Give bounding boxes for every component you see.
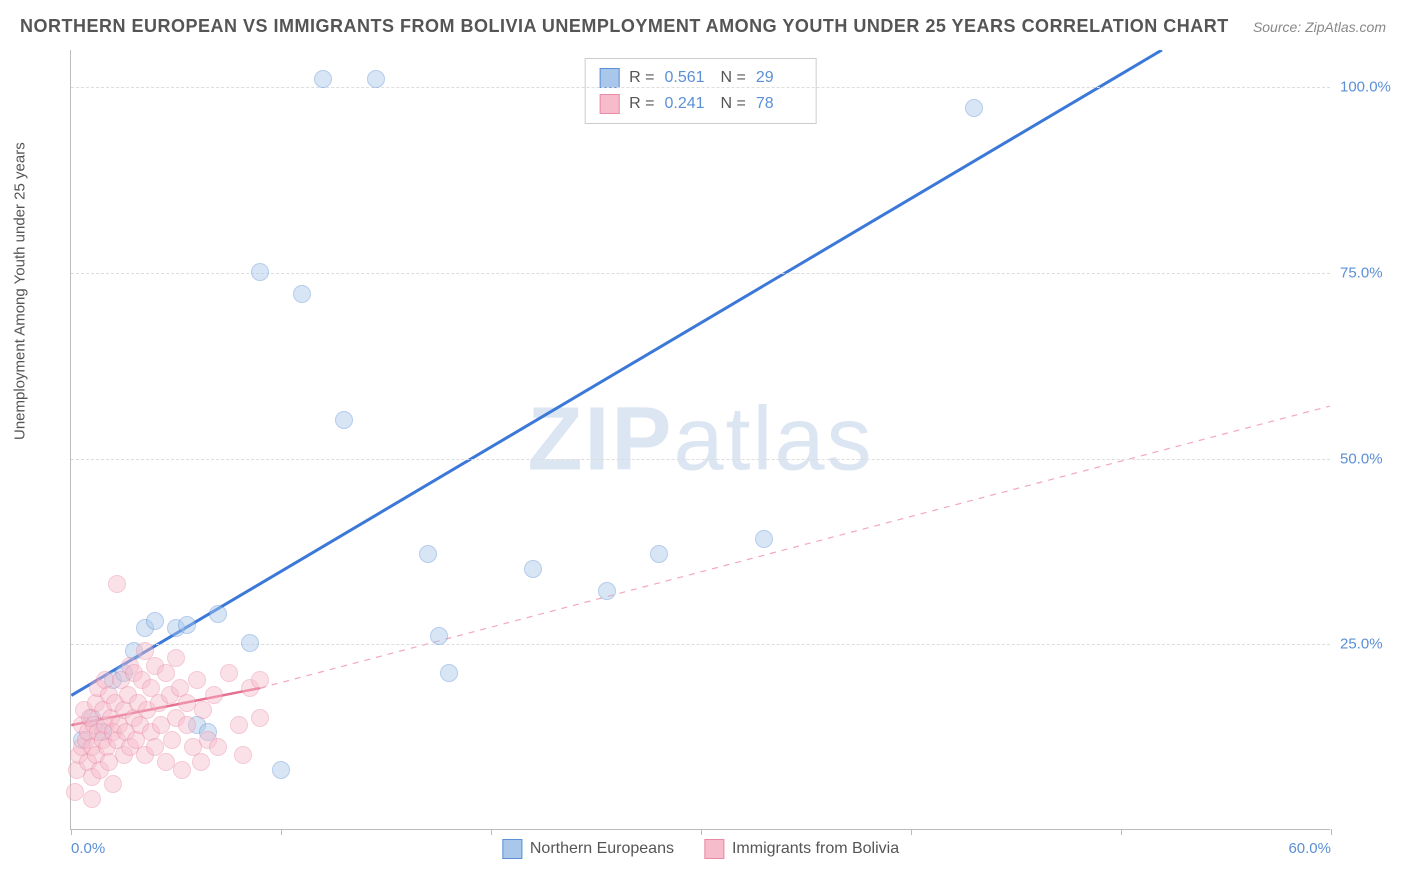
scatter-point xyxy=(234,746,252,764)
scatter-point xyxy=(230,716,248,734)
scatter-point xyxy=(157,664,175,682)
r-label: R = xyxy=(629,91,654,117)
scatter-point xyxy=(83,790,101,808)
scatter-point xyxy=(209,738,227,756)
legend-swatch xyxy=(502,839,522,859)
scatter-point xyxy=(965,99,983,117)
legend-item: Immigrants from Bolivia xyxy=(704,839,899,859)
scatter-point xyxy=(167,649,185,667)
series-legend: Northern Europeans Immigrants from Bolivi… xyxy=(502,839,899,859)
legend-swatch xyxy=(599,68,619,88)
scatter-point xyxy=(755,530,773,548)
x-tick xyxy=(281,829,282,835)
gridline xyxy=(71,459,1330,460)
n-value: 78 xyxy=(756,91,802,117)
scatter-point xyxy=(157,753,175,771)
scatter-point xyxy=(314,70,332,88)
scatter-point xyxy=(173,761,191,779)
stats-row: R = 0.241 N = 78 xyxy=(599,91,802,117)
source-attribution: Source: ZipAtlas.com xyxy=(1253,19,1386,35)
x-tick xyxy=(701,829,702,835)
scatter-point xyxy=(241,634,259,652)
scatter-point xyxy=(251,263,269,281)
chart-title: NORTHERN EUROPEAN VS IMMIGRANTS FROM BOL… xyxy=(20,16,1229,37)
x-tick xyxy=(1331,829,1332,835)
scatter-point xyxy=(367,70,385,88)
scatter-point xyxy=(430,627,448,645)
scatter-point xyxy=(192,753,210,771)
scatter-point xyxy=(524,560,542,578)
x-tick xyxy=(911,829,912,835)
scatter-point xyxy=(440,664,458,682)
gridline xyxy=(71,87,1330,88)
scatter-point xyxy=(251,709,269,727)
scatter-point xyxy=(272,761,290,779)
legend-swatch xyxy=(599,94,619,114)
legend-item: Northern Europeans xyxy=(502,839,674,859)
scatter-point xyxy=(66,783,84,801)
scatter-point xyxy=(209,605,227,623)
scatter-point xyxy=(178,716,196,734)
scatter-point xyxy=(188,671,206,689)
y-axis-label: Unemployment Among Youth under 25 years xyxy=(12,142,29,440)
scatter-point xyxy=(104,775,122,793)
scatter-point xyxy=(194,701,212,719)
n-label: N = xyxy=(721,91,746,117)
correlation-stats-box: R =0.561N =29R =0.241N =78 xyxy=(584,58,817,124)
scatter-point xyxy=(146,612,164,630)
plot-area: ZIPatlas R =0.561N =29R =0.241N =78 Nort… xyxy=(70,50,1330,830)
legend-swatch xyxy=(704,839,724,859)
scatter-point xyxy=(251,671,269,689)
scatter-point xyxy=(598,582,616,600)
x-tick xyxy=(1121,829,1122,835)
gridline xyxy=(71,644,1330,645)
scatter-point xyxy=(178,616,196,634)
legend-label: Immigrants from Bolivia xyxy=(732,840,899,858)
scatter-point xyxy=(335,411,353,429)
x-tick xyxy=(71,829,72,835)
scatter-point xyxy=(650,545,668,563)
x-tick xyxy=(491,829,492,835)
x-tick-label: 0.0% xyxy=(71,840,105,857)
scatter-point xyxy=(205,686,223,704)
scatter-point xyxy=(220,664,238,682)
y-tick-label: 75.0% xyxy=(1340,264,1400,281)
r-value: 0.241 xyxy=(665,91,711,117)
y-tick-label: 25.0% xyxy=(1340,636,1400,653)
watermark: ZIPatlas xyxy=(527,388,873,491)
scatter-point xyxy=(178,694,196,712)
scatter-point xyxy=(293,285,311,303)
y-tick-label: 100.0% xyxy=(1340,79,1400,96)
scatter-point xyxy=(163,731,181,749)
scatter-point xyxy=(108,575,126,593)
y-tick-label: 50.0% xyxy=(1340,450,1400,467)
legend-label: Northern Europeans xyxy=(530,840,674,858)
x-tick-label: 60.0% xyxy=(1288,840,1331,857)
scatter-point xyxy=(419,545,437,563)
